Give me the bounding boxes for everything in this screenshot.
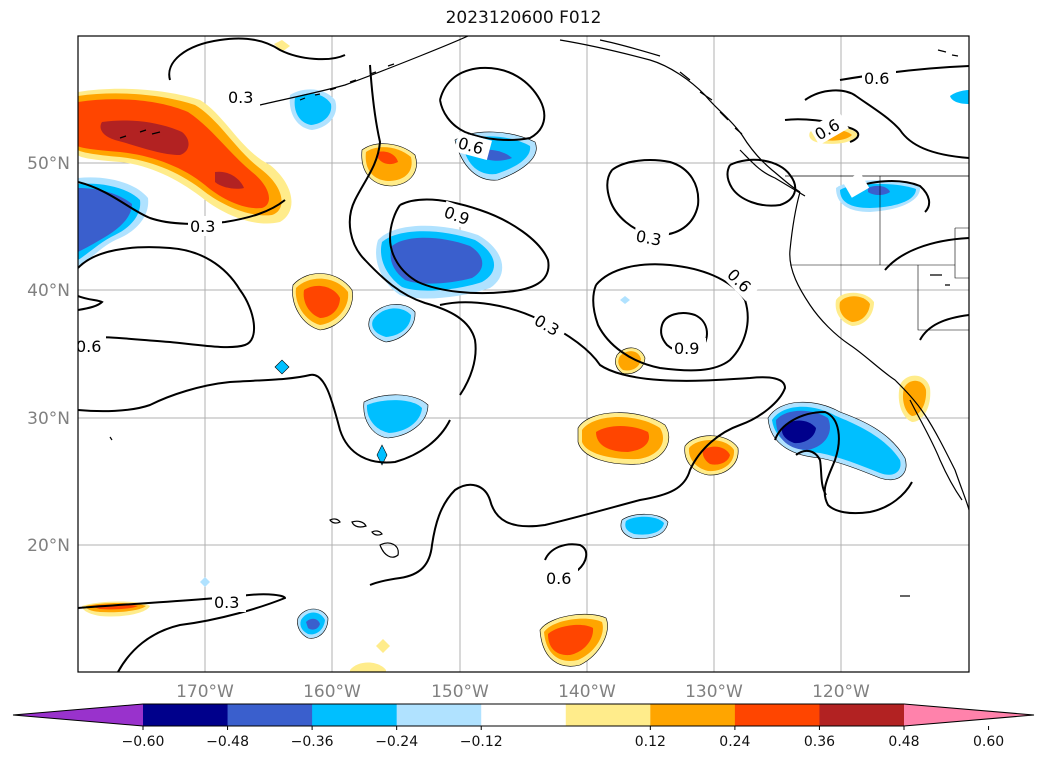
contour-label: 0.3 — [634, 227, 662, 250]
lat-label: 30°N — [27, 409, 70, 429]
colorbar-extend-low — [13, 704, 143, 726]
lon-label: 160°W — [303, 682, 361, 702]
coastlines — [119, 36, 969, 597]
colorbar-segment — [227, 704, 313, 726]
lon-axis-labels: 170°W 160°W 150°W 140°W 130°W 120°W — [176, 682, 870, 702]
colorbar-segment — [312, 704, 398, 726]
colorbar-tick-label: −0.12 — [460, 734, 503, 750]
lon-label: 130°W — [685, 682, 743, 702]
contour-label: 0.3 — [190, 217, 215, 236]
colorbar-tick-label: −0.60 — [122, 734, 165, 750]
lat-label: 50°N — [27, 154, 70, 174]
contour-label: 0.6 — [76, 337, 101, 356]
colorbar-extend-high — [904, 704, 1034, 726]
map-title: 2023120600 F012 — [445, 8, 602, 28]
colorbar-tick-label: 0.24 — [719, 734, 750, 750]
lat-label: 20°N — [27, 536, 70, 556]
colorbar-tick-label: 0.36 — [804, 734, 835, 750]
lon-label: 170°W — [176, 682, 234, 702]
colorbar-tick-label: −0.36 — [291, 734, 334, 750]
contour-label: 0.3 — [214, 593, 239, 612]
contour-label: 0.6 — [864, 69, 889, 88]
colorbar-segment — [819, 704, 905, 726]
lon-label: 150°W — [431, 682, 489, 702]
colorbar-segment — [734, 704, 820, 726]
colorbar-segment — [396, 704, 482, 726]
colorbar-tick-label: 0.60 — [973, 734, 1004, 750]
colorbar-segment — [565, 704, 651, 726]
lon-label: 120°W — [812, 682, 870, 702]
colorbar-tick-label: 0.48 — [888, 734, 919, 750]
shaded-anomalies — [78, 40, 969, 672]
colorbar-labels: −0.60 −0.48 −0.36 −0.24 −0.12 0.12 0.24 0.36 0.4… — [122, 726, 1004, 750]
contour-label: 0.3 — [228, 88, 253, 107]
lat-label: 40°N — [27, 281, 70, 301]
contour-label: 0.6 — [546, 569, 571, 588]
colorbar-tick-label: 0.12 — [635, 734, 666, 750]
colorbar-segment — [481, 704, 567, 726]
colorbar-tick-label: −0.24 — [375, 734, 418, 750]
map-frame — [77, 35, 970, 673]
lat-axis-labels: 50°N 40°N 30°N 20°N — [27, 154, 70, 556]
shaded-outlines — [292, 131, 907, 667]
colorbar-tick-label: −0.48 — [206, 734, 249, 750]
colorbar-segment — [143, 704, 229, 726]
colorbar-segment — [650, 704, 736, 726]
colorbar — [12, 703, 1035, 727]
lon-label: 140°W — [558, 682, 616, 702]
contour-label: 0.9 — [674, 339, 699, 358]
